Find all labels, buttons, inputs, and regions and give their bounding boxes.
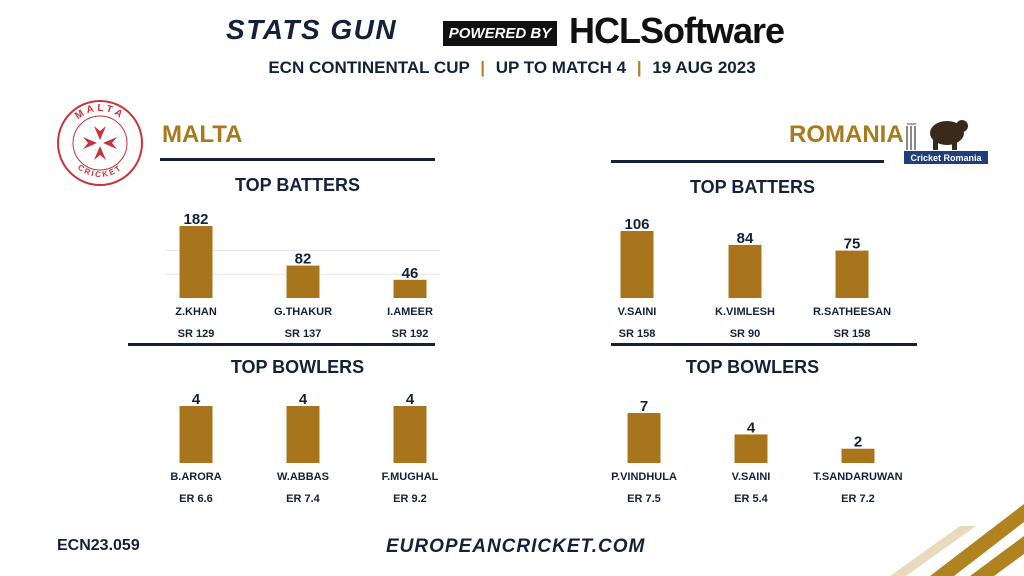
decorative-stripes: [890, 504, 1024, 576]
bar: [179, 406, 213, 463]
category-label: W.ABBAS: [277, 471, 329, 483]
bar: [179, 226, 213, 298]
section-title-top-batters-malta: TOP BATTERS: [234, 175, 360, 195]
bear-icon: [930, 120, 968, 150]
bar: [286, 265, 320, 298]
category-label: K.VIMLESH: [715, 306, 775, 318]
bar: [835, 250, 869, 298]
category-label: T.SANDARUWAN: [813, 471, 902, 483]
rate-label: SR 192: [392, 328, 429, 340]
category-label: I.AMEER: [387, 306, 433, 318]
team-name-romania: ROMANIA: [789, 121, 904, 148]
bar: [841, 448, 875, 463]
category-label: P.VINDHULA: [611, 471, 677, 483]
category-label: Z.KHAN: [175, 306, 217, 318]
malta-cricket-logo: MALTA CRICKET: [56, 99, 144, 192]
divider: [611, 343, 917, 346]
romania-logo-text: Cricket Romania: [910, 153, 982, 163]
stage-label: UP TO MATCH 4: [495, 58, 627, 77]
category-label: B.ARORA: [170, 471, 221, 483]
team-name-malta: MALTA: [162, 121, 243, 148]
rate-label: ER 5.4: [734, 493, 769, 505]
rate-label: SR 129: [178, 328, 215, 340]
chart-romania-batters: 106 V.SAINI SR 158 84 K.VIMLESH SR 90 75 R.SATH…: [618, 216, 891, 340]
bar: [393, 279, 427, 298]
data-label: 84: [737, 230, 754, 247]
data-label: 46: [402, 265, 419, 282]
cricket-romania-logo: Cricket Romania: [902, 114, 990, 171]
data-label: 82: [295, 251, 312, 268]
bar: [620, 231, 654, 298]
rate-label: ER 7.5: [627, 493, 661, 505]
data-label: 4: [406, 391, 415, 408]
rate-label: ER 9.2: [393, 493, 427, 505]
bar: [286, 406, 320, 463]
data-label: 4: [192, 391, 201, 408]
graphic-code: ECN23.059: [57, 537, 140, 554]
data-label: 7: [640, 398, 648, 415]
section-title-top-bowlers-romania: TOP BOWLERS: [685, 357, 820, 377]
divider: [128, 343, 435, 346]
footer-url-link[interactable]: EUROPEANCRICKET.COM: [386, 536, 646, 557]
rate-label: SR 137: [285, 328, 322, 340]
data-label: 2: [854, 434, 862, 451]
competition-name: ECN CONTINENTAL CUP: [268, 58, 470, 77]
category-label: V.SAINI: [732, 471, 771, 483]
bar: [627, 413, 661, 463]
chart-romania-bowlers: 7 P.VINDHULA ER 7.5 4 V.SAINI ER 5.4 2 T.SANDAR…: [611, 398, 903, 505]
rate-label: SR 158: [619, 328, 656, 340]
data-label: 106: [624, 216, 649, 233]
powered-by-badge: POWERED BY: [443, 21, 557, 46]
rate-label: ER 7.4: [286, 493, 321, 505]
section-title-top-batters-romania: TOP BATTERS: [689, 177, 815, 197]
rate-label: SR 90: [730, 328, 761, 340]
category-label: F.MUGHAL: [382, 471, 439, 483]
data-label: 4: [747, 419, 756, 436]
bar: [728, 244, 762, 298]
divider: [160, 158, 435, 161]
stumps-icon: [906, 123, 916, 150]
separator: |: [480, 58, 486, 77]
sponsor-logo-text: HCLSoftware: [569, 10, 785, 51]
rate-label: ER 7.2: [841, 493, 875, 505]
rate-label: SR 158: [834, 328, 871, 340]
category-label: G.THAKUR: [274, 306, 332, 318]
category-label: R.SATHEESAN: [813, 306, 891, 318]
data-label: 182: [183, 211, 208, 228]
subtitle: ECN CONTINENTAL CUP | UP TO MATCH 4 | 19…: [0, 58, 1024, 78]
separator: |: [636, 58, 642, 77]
data-label: 75: [844, 236, 861, 253]
divider: [611, 160, 884, 163]
brand-title: STATS GUN: [226, 14, 398, 45]
rate-label: ER 6.6: [179, 493, 213, 505]
chart-malta-batters: 182 Z.KHAN SR 129 82 G.THAKUR SR 137 46 I.AMEER…: [166, 211, 440, 340]
date-label: 19 AUG 2023: [652, 58, 756, 77]
chart-malta-bowlers: 4 B.ARORA ER 6.6 4 W.ABBAS ER 7.4 4 F.MUGHAL ER …: [170, 391, 439, 505]
section-title-top-bowlers-malta: TOP BOWLERS: [230, 357, 365, 377]
data-label: 4: [299, 391, 308, 408]
bar: [393, 406, 427, 463]
bar: [734, 434, 768, 463]
category-label: V.SAINI: [618, 306, 657, 318]
